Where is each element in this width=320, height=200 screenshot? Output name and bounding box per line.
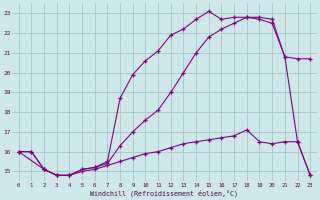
- X-axis label: Windchill (Refroidissement éolien,°C): Windchill (Refroidissement éolien,°C): [91, 189, 238, 197]
